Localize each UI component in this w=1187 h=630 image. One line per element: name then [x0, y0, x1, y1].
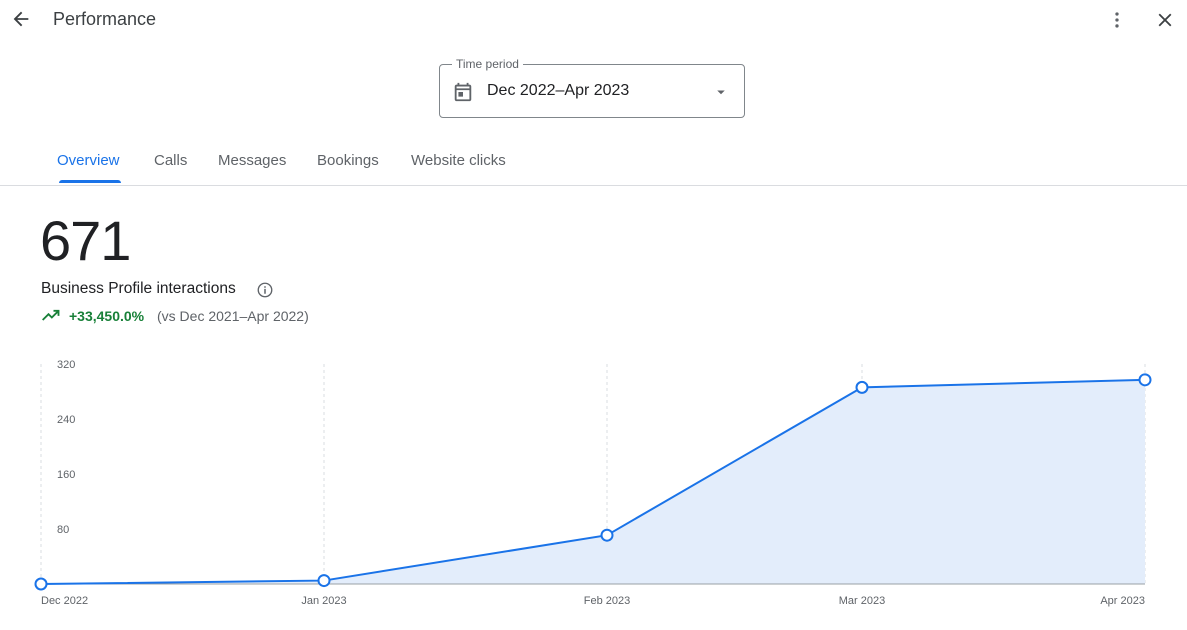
tab-messages[interactable]: Messages: [218, 152, 287, 169]
tab-bookings[interactable]: Bookings: [317, 152, 379, 169]
y-tick-label: 240: [57, 414, 75, 426]
data-point-3: [855, 380, 869, 394]
x-tick-label: Mar 2023: [839, 595, 885, 607]
close-icon: [1158, 13, 1172, 27]
y-tick-label: 160: [57, 469, 75, 481]
x-tick-label: Jan 2023: [301, 595, 346, 607]
total-interactions-value: 671: [40, 209, 131, 272]
tab-website-clicks[interactable]: Website clicks: [411, 152, 506, 169]
dropdown-arrow-icon: [717, 90, 725, 95]
time-period-value: Dec 2022–Apr 2023: [487, 82, 630, 99]
trending-up-icon: [42, 309, 60, 321]
more-vert-icon: [1115, 12, 1119, 28]
more-options-button[interactable]: [1103, 5, 1131, 35]
close-button[interactable]: [1151, 5, 1179, 35]
y-tick-label: 320: [57, 359, 75, 371]
x-tick-label: Apr 2023: [1100, 595, 1145, 607]
top-bar: Performance: [0, 0, 1187, 40]
data-point-4: [1138, 373, 1152, 387]
active-tab-indicator: [59, 180, 121, 183]
x-tick-label: Dec 2022: [41, 595, 88, 607]
info-icon[interactable]: [256, 281, 274, 299]
time-period-label: Time period: [452, 57, 523, 71]
percent-change: +33,450.0%: [69, 308, 145, 324]
back-button[interactable]: [6, 4, 36, 34]
tab-calls[interactable]: Calls: [154, 152, 188, 169]
x-tick-label: Feb 2023: [584, 595, 630, 607]
arrow-left-icon: [13, 11, 29, 27]
data-point-1: [317, 574, 331, 588]
interactions-chart: 80 160 240 320 Dec 2022 Jan 2023 Feb 2023 Mar 2…: [34, 359, 1152, 607]
comparison-period: (vs Dec 2021–Apr 2022): [157, 308, 309, 324]
area-fill: [41, 379, 1145, 584]
metric-label: Business Profile interactions: [41, 280, 236, 297]
page-title: Performance: [53, 9, 157, 29]
tab-overview[interactable]: Overview: [57, 152, 120, 169]
data-point-2: [600, 528, 614, 542]
calendar-icon: [454, 82, 472, 102]
data-point-0: [34, 577, 48, 591]
tab-bar: Overview Calls Messages Bookings Website…: [0, 140, 1187, 186]
y-tick-label: 80: [57, 524, 69, 536]
time-period-select[interactable]: Time period Dec 2022–Apr 2023: [439, 57, 745, 118]
